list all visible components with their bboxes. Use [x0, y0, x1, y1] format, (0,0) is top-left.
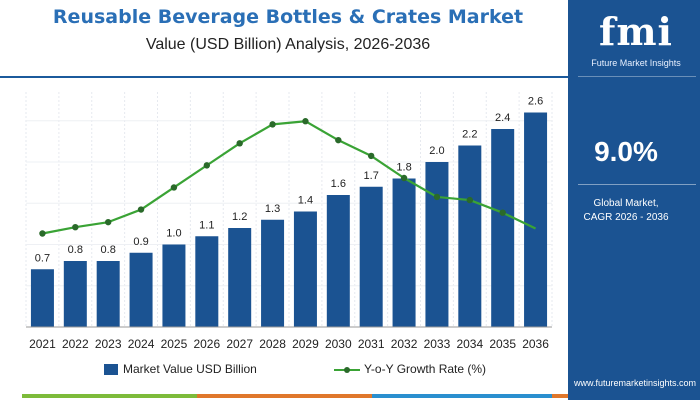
- bar: [96, 261, 120, 327]
- legend-line-label: Y-o-Y Growth Rate (%): [364, 362, 487, 376]
- side-panel: [568, 0, 700, 400]
- bar-value-label: 1.7: [364, 170, 379, 182]
- growth-marker: [39, 230, 46, 237]
- cagr-label-line1: Global Market,: [593, 198, 659, 209]
- cagr-label: Global Market, CAGR 2026 - 2036: [576, 197, 676, 225]
- growth-marker: [335, 136, 342, 144]
- growth-marker: [499, 209, 506, 216]
- bar: [425, 162, 449, 327]
- bar: [359, 186, 383, 327]
- website-link[interactable]: www.futuremarketinsights.com: [573, 378, 697, 388]
- footer-strip-blue: [372, 394, 552, 398]
- chart-title: Reusable Beverage Bottles & Crates Marke…: [52, 6, 524, 28]
- bar: [261, 219, 285, 327]
- footer-strip-end: [552, 394, 568, 398]
- bar: [162, 244, 186, 327]
- title-divider: [0, 76, 568, 78]
- bar-value-label: 1.6: [331, 178, 346, 190]
- growth-marker: [72, 224, 79, 231]
- legend-item-bars: Market Value USD Billion: [104, 362, 257, 376]
- bar-value-label: 2.2: [462, 129, 477, 141]
- bar: [195, 236, 219, 327]
- x-tick-label: 2028: [259, 337, 286, 351]
- fmi-logo: fmi Future Market Insights: [576, 4, 696, 76]
- bar-value-label: 1.2: [232, 211, 247, 223]
- x-tick-label: 2023: [95, 337, 122, 351]
- x-tick-label: 2021: [29, 337, 56, 351]
- growth-marker: [269, 121, 276, 128]
- growth-marker: [433, 193, 441, 201]
- bar: [491, 129, 515, 327]
- x-tick-label: 2035: [489, 337, 516, 351]
- x-tick-label: 2029: [292, 337, 319, 351]
- logo-mark: fmi: [599, 9, 673, 54]
- growth-marker: [170, 184, 178, 191]
- bar: [458, 145, 482, 327]
- bar-value-label: 1.3: [265, 203, 280, 215]
- bar-value-label: 1.1: [199, 219, 214, 231]
- legend-bar-swatch: [104, 363, 118, 375]
- growth-marker: [104, 218, 112, 226]
- growth-marker: [466, 196, 474, 204]
- bar: [30, 269, 54, 327]
- bar-value-label: 2.4: [495, 112, 510, 124]
- growth-marker: [203, 162, 211, 169]
- cagr-separator: [578, 184, 696, 185]
- bar: [326, 195, 350, 327]
- x-tick-label: 2024: [128, 337, 155, 351]
- x-tick-label: 2034: [456, 337, 483, 351]
- x-tick-label: 2033: [424, 337, 451, 351]
- legend-bar-label: Market Value USD Billion: [123, 362, 257, 376]
- x-tick-label: 2036: [522, 337, 549, 351]
- x-tick-label: 2026: [193, 337, 220, 351]
- chart-subtitle: Value (USD Billion) Analysis, 2026-2036: [145, 36, 431, 53]
- cagr-label-line2: CAGR 2026 - 2036: [583, 212, 669, 223]
- bar-value-label: 1.4: [298, 195, 313, 207]
- legend-line-swatch: [334, 364, 360, 375]
- bar-value-label: 0.9: [133, 236, 148, 248]
- x-tick-label: 2031: [358, 337, 385, 351]
- bar-value-label: 0.8: [101, 244, 116, 256]
- bar-value-label: 0.7: [35, 252, 50, 264]
- growth-marker: [137, 206, 145, 213]
- x-tick-label: 2025: [161, 337, 188, 351]
- logo-text: Future Market Insights: [591, 58, 681, 68]
- bar-value-label: 2.0: [429, 145, 444, 157]
- x-tick-label: 2032: [391, 337, 418, 351]
- bar-value-label: 1.0: [166, 228, 181, 240]
- chart-legend: Market Value USD Billion Y-o-Y Growth Ra…: [0, 362, 576, 380]
- growth-marker: [367, 152, 375, 160]
- cagr-value: 9.0%: [594, 136, 658, 167]
- growth-marker: [400, 174, 408, 182]
- bar: [293, 211, 317, 327]
- x-tick-label: 2022: [62, 337, 89, 351]
- bar-value-label: 0.8: [68, 244, 83, 256]
- bar: [392, 178, 416, 327]
- bar-value-label: 2.6: [528, 96, 543, 108]
- footer-strip-green: [22, 394, 197, 398]
- footer-strip-orange: [197, 394, 372, 398]
- bar: [228, 228, 252, 327]
- growth-line: [42, 120, 537, 235]
- bar-value-label: 1.8: [396, 162, 411, 174]
- bar: [129, 252, 153, 327]
- legend-item-line: Y-o-Y Growth Rate (%): [334, 362, 486, 376]
- growth-marker: [302, 118, 309, 125]
- bar: [524, 112, 548, 327]
- growth-marker: [236, 140, 243, 147]
- x-tick-label: 2027: [226, 337, 253, 351]
- bar: [63, 261, 87, 327]
- panel-divider: [578, 76, 696, 77]
- x-tick-label: 2030: [325, 337, 352, 351]
